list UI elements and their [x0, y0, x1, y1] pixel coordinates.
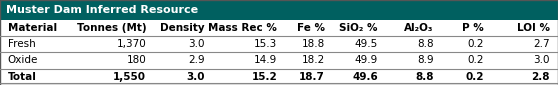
FancyBboxPatch shape: [0, 0, 558, 20]
Text: Total: Total: [8, 72, 37, 82]
Text: 3.0: 3.0: [188, 39, 205, 49]
Text: P %: P %: [462, 23, 484, 33]
Text: 18.2: 18.2: [301, 55, 325, 65]
Text: 49.5: 49.5: [354, 39, 378, 49]
Text: 2.9: 2.9: [188, 55, 205, 65]
Text: 8.8: 8.8: [417, 39, 434, 49]
Text: Density: Density: [160, 23, 205, 33]
Text: 8.9: 8.9: [417, 55, 434, 65]
Text: 15.3: 15.3: [254, 39, 277, 49]
Text: 14.9: 14.9: [254, 55, 277, 65]
Text: 18.7: 18.7: [299, 72, 325, 82]
Text: 0.2: 0.2: [465, 72, 484, 82]
Text: 18.8: 18.8: [301, 39, 325, 49]
Text: 8.8: 8.8: [415, 72, 434, 82]
Text: 15.2: 15.2: [252, 72, 277, 82]
Text: Oxide: Oxide: [8, 55, 38, 65]
Text: Fresh: Fresh: [8, 39, 36, 49]
Text: Fe %: Fe %: [297, 23, 325, 33]
Text: 49.6: 49.6: [352, 72, 378, 82]
Text: Muster Dam Inferred Resource: Muster Dam Inferred Resource: [6, 5, 198, 15]
Text: 0.2: 0.2: [467, 55, 484, 65]
Text: 49.9: 49.9: [354, 55, 378, 65]
Text: 180: 180: [127, 55, 146, 65]
Text: 3.0: 3.0: [533, 55, 550, 65]
Text: 2.7: 2.7: [533, 39, 550, 49]
Text: Mass Rec %: Mass Rec %: [209, 23, 277, 33]
Text: 2.8: 2.8: [531, 72, 550, 82]
Text: Tonnes (Mt): Tonnes (Mt): [76, 23, 146, 33]
Text: 3.0: 3.0: [186, 72, 205, 82]
Text: 1,550: 1,550: [113, 72, 146, 82]
Text: LOI %: LOI %: [517, 23, 550, 33]
Text: SiO₂ %: SiO₂ %: [339, 23, 378, 33]
Text: 0.2: 0.2: [467, 39, 484, 49]
Text: Material: Material: [8, 23, 57, 33]
Text: 1,370: 1,370: [117, 39, 146, 49]
Text: Al₂O₃: Al₂O₃: [404, 23, 434, 33]
